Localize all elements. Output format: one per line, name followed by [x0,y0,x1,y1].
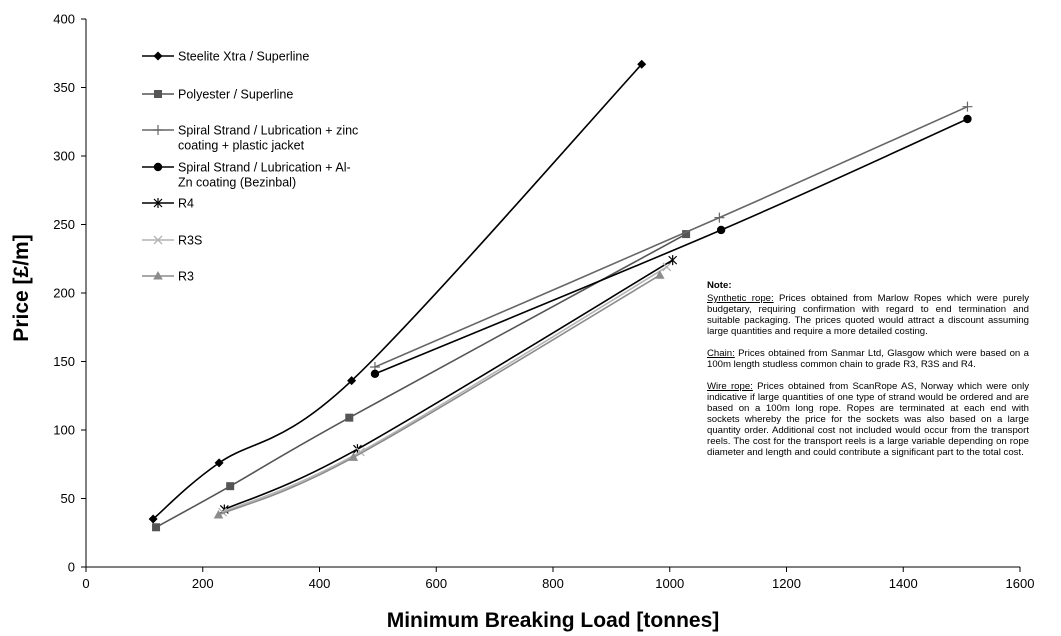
note-synthetic: Synthetic rope: Prices obtained from Mar… [707,293,1029,337]
legend-entry-6: R3S [142,234,202,248]
legend-entry-1: Steelite Xtra / Superline [142,50,309,64]
series-7 [213,270,665,519]
note-wire: Wire rope: Prices obtained from ScanRope… [707,381,1029,458]
note-chain-text: Prices obtained from Sanmar Ltd, Glasgow… [707,348,1029,370]
x-tick-label: 600 [425,576,447,591]
legend-marker [153,198,163,208]
y-tick-label: 350 [53,80,75,95]
data-point [714,212,725,223]
note-wire-label: Wire rope: [707,381,753,392]
series-1 [148,59,647,524]
data-point [668,255,678,266]
x-tick-label: 800 [542,576,564,591]
data-point [347,376,357,386]
series-line [374,118,968,375]
y-tick-label: 50 [61,491,75,506]
data-point [716,225,726,235]
legend-marker [153,51,163,61]
series-line [222,266,668,513]
x-tick-label: 1000 [655,576,684,591]
x-tick-label: 1200 [772,576,801,591]
series-line [374,105,968,368]
legend-label: coating + plastic jacket [178,139,305,153]
series-6 [218,262,672,517]
data-point [637,59,647,69]
legend-entry-3: Spiral Strand / Lubrication + zinccoatin… [142,124,358,153]
x-axis-title: Minimum Breaking Load [tonnes] [387,609,720,632]
y-tick-label: 200 [53,286,75,301]
data-point [226,482,235,491]
data-point [345,413,354,422]
x-tick-label: 1400 [889,576,918,591]
y-tick-label: 100 [53,423,75,438]
data-point [655,270,665,279]
legend-marker [153,235,163,245]
legend: Steelite Xtra / Superline Polyester / Sup… [142,50,358,284]
series-line [155,233,687,528]
data-point [148,514,158,524]
y-tick-label: 300 [53,149,75,164]
legend-label: R3S [178,234,202,248]
y-tick-label: 250 [53,217,75,232]
legend-entry-2: Polyester / Superline [142,88,293,102]
y-tick-label: 0 [68,560,75,575]
series-4 [370,114,972,379]
data-point [370,369,380,379]
note-wire-text: Prices obtained from ScanRope AS, Norway… [707,381,1029,458]
axes: 0 200 400 600 800 1000 1200 1400 1600 0 50 100 150 20… [53,12,1034,592]
legend-label: Polyester / Superline [178,88,293,102]
note-synthetic-label: Synthetic rope: [707,293,774,304]
legend-marker [154,90,162,98]
legend-label: R3 [178,270,194,284]
data-point [963,114,972,124]
note-box: Note: Synthetic rope: Prices obtained fr… [707,280,1029,469]
series-line [224,259,674,511]
legend-entry-5: R4 [142,197,194,211]
legend-label: R4 [178,197,194,211]
x-tick-label: 1600 [1006,576,1035,591]
data-point [682,230,691,239]
legend-entry-7: R3 [142,270,194,284]
legend-marker [153,125,163,135]
legend-entry-4: Spiral Strand / Lubrication + Al-Zn coat… [142,161,351,190]
note-synthetic-text: Prices obtained from Marlow Ropes which … [707,293,1029,337]
y-tick-label: 150 [53,354,75,369]
note-chain: Chain: Prices obtained from Sanmar Ltd, … [707,348,1029,370]
series-line [218,274,661,516]
y-tick-label: 400 [53,12,75,27]
legend-label: Zn coating (Bezinbal) [178,176,296,190]
legend-label: Spiral Strand / Lubrication + zinc [178,124,358,138]
data-point [213,509,224,519]
data-point [152,523,161,532]
note-chain-label: Chain: [707,348,735,359]
legend-label: Steelite Xtra / Superline [178,50,309,64]
note-title: Note: [707,280,732,291]
x-tick-label: 200 [192,576,214,591]
legend-label: Spiral Strand / Lubrication + Al- [178,161,351,175]
series-2 [152,230,691,532]
data-point [662,262,672,272]
x-tick-label: 0 [82,576,89,591]
data-point [348,452,359,461]
plot-area [148,59,973,532]
legend-marker [153,271,163,280]
legend-marker [153,162,163,172]
series-5 [219,255,678,515]
data-point [962,101,973,112]
data-point [214,458,224,468]
y-axis-title: Price [£/m] [10,234,33,341]
series-line [152,63,643,520]
x-tick-label: 400 [309,576,331,591]
